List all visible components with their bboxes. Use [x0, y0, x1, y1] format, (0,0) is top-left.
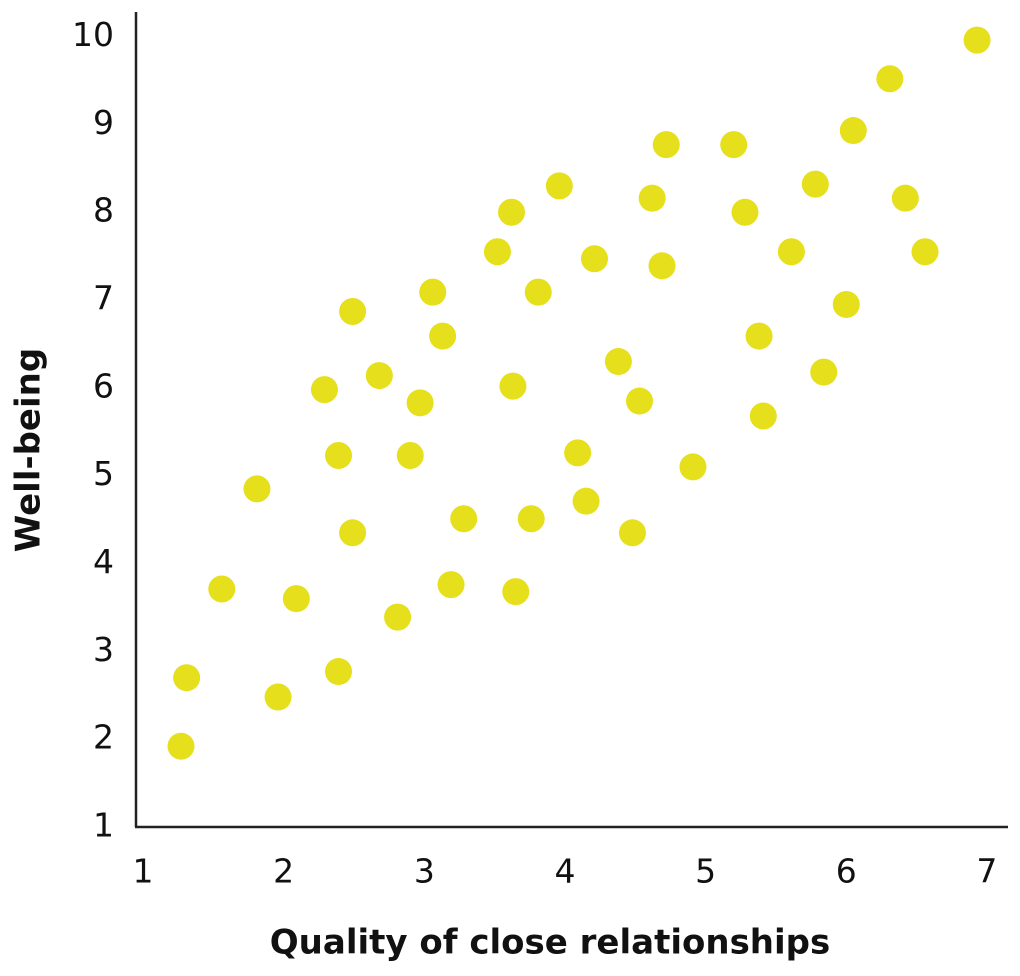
x-tick-label: 2 [273, 852, 294, 891]
y-tick-label: 9 [93, 103, 114, 142]
y-tick-label: 2 [93, 718, 114, 757]
point [483, 238, 511, 266]
point [801, 170, 829, 198]
point [365, 362, 393, 390]
point [264, 683, 292, 711]
x-tick-label: 1 [133, 852, 154, 891]
point [652, 131, 680, 159]
point [384, 603, 412, 631]
point [638, 184, 666, 212]
point [810, 358, 838, 386]
point [604, 348, 632, 376]
x-tick-label: 7 [976, 852, 997, 891]
point [310, 376, 338, 404]
y-tick-label: 6 [93, 366, 114, 405]
point [720, 131, 748, 159]
point [437, 571, 465, 599]
point [517, 505, 545, 533]
y-tick-label: 3 [93, 630, 114, 669]
y-tick-label: 10 [72, 15, 114, 54]
point [429, 322, 457, 350]
point [679, 453, 707, 481]
point [876, 65, 904, 93]
point [626, 387, 654, 415]
x-tick-label: 6 [836, 852, 857, 891]
point [325, 442, 353, 470]
point [167, 732, 195, 760]
point [618, 519, 646, 547]
y-tick-label: 1 [93, 806, 114, 845]
point [648, 252, 676, 280]
point [891, 184, 919, 212]
point [502, 578, 530, 606]
x-tick-label: 3 [414, 852, 435, 891]
point [406, 389, 434, 417]
point [749, 402, 777, 430]
x-tick-label: 4 [554, 852, 575, 891]
y-tick-label: 8 [93, 191, 114, 230]
point [731, 198, 759, 226]
point [173, 664, 201, 692]
point [832, 290, 860, 318]
x-axis-label: Quality of close relationships [270, 923, 830, 963]
point [396, 442, 424, 470]
point [208, 575, 236, 603]
point [498, 198, 526, 226]
point [325, 658, 353, 686]
y-tick-label: 5 [93, 454, 114, 493]
point [282, 585, 310, 613]
point [581, 245, 609, 273]
point [839, 117, 867, 145]
y-tick-label: 4 [93, 542, 114, 581]
point [339, 297, 367, 325]
point [963, 26, 991, 54]
point [450, 505, 478, 533]
y-axis-label: Well-being [9, 348, 49, 552]
point [745, 322, 773, 350]
point [419, 278, 447, 306]
x-tick-label: 5 [695, 852, 716, 891]
point [545, 172, 573, 200]
point [777, 238, 805, 266]
point [524, 278, 552, 306]
point [339, 519, 367, 547]
point [564, 439, 592, 467]
point [243, 475, 271, 503]
point [572, 487, 600, 515]
y-tick-label: 7 [93, 279, 114, 318]
point [911, 238, 939, 266]
point [499, 372, 527, 400]
